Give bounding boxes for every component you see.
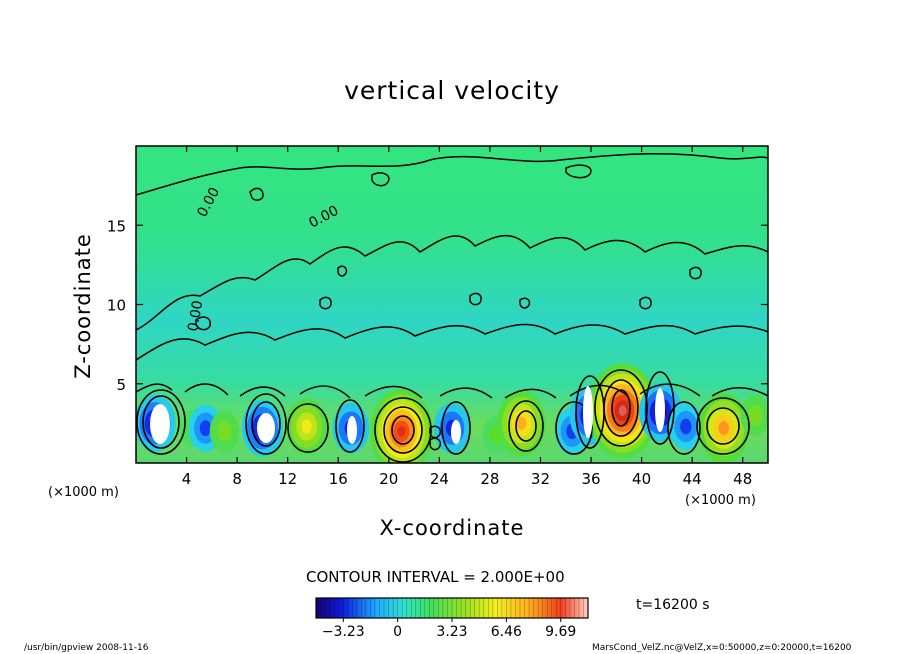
x-tick-label-2: 12 [278,470,297,488]
x-unit-label-right: (×1000 m) [685,493,756,508]
y-tick-label-2: 15 [107,217,126,235]
x-tick-label-4: 20 [379,470,398,488]
x-axis-label: X-coordinate [379,516,525,540]
velocity-cell-10 [497,390,546,457]
x-tick-label-1: 8 [232,470,242,488]
colorbar-tick-label-2: 3.23 [436,624,467,640]
velocity-cell-5 [285,398,328,455]
x-tick-label-5: 24 [430,470,449,488]
velocity-cell-17 [740,395,768,436]
clipped-extremes [150,386,665,444]
footer-program-date: /usr/bin/gpview 2008-11-16 [24,643,149,653]
colorbar-gradient [316,598,588,618]
velocity-cell-3 [209,410,240,452]
x-tick-label-9: 40 [632,470,651,488]
chart-title: vertical velocity [344,76,560,105]
colorbar-tick-label-1: 0 [393,624,402,640]
y-tick-label-1: 10 [107,297,126,315]
x-tick-label-8: 36 [581,470,600,488]
x-tick-label-7: 32 [531,470,550,488]
x-tick-label-10: 44 [683,470,702,488]
x-axis-ticks: 4 8 12 16 20 24 28 32 36 40 44 48 [182,146,752,488]
colorbar-tick-label-4: 9.69 [545,624,576,640]
colorbar-ticks: −3.23 0 3.23 6.46 9.69 [322,618,576,640]
contour-label-3: 0.00 [185,299,206,332]
x-tick-label-3: 16 [329,470,348,488]
y-axis-ticks: 5 10 15 [107,217,768,394]
x-unit-label-left: (×1000 m) [48,485,119,500]
colorbar-tick-label-3: 6.46 [491,624,522,640]
velocity-cell-16 [698,393,750,463]
velocity-cell-15 [668,402,704,451]
x-tick-label-0: 4 [182,470,192,488]
vortex-contours [136,369,750,463]
y-tick-label-0: 5 [116,376,126,394]
footer-data-source: MarsCond_VelZ.nc@VelZ,x=0:50000,z=0:2000… [592,643,852,653]
x-tick-label-6: 28 [480,470,499,488]
colorbar-stripes [320,598,584,618]
time-label: t=16200 s [636,597,710,613]
colorbar-tick-label-0: −3.23 [322,624,365,640]
x-tick-label-11: 48 [733,470,752,488]
contour-interval-label: CONTOUR INTERVAL = 2.000E+00 [306,568,565,586]
